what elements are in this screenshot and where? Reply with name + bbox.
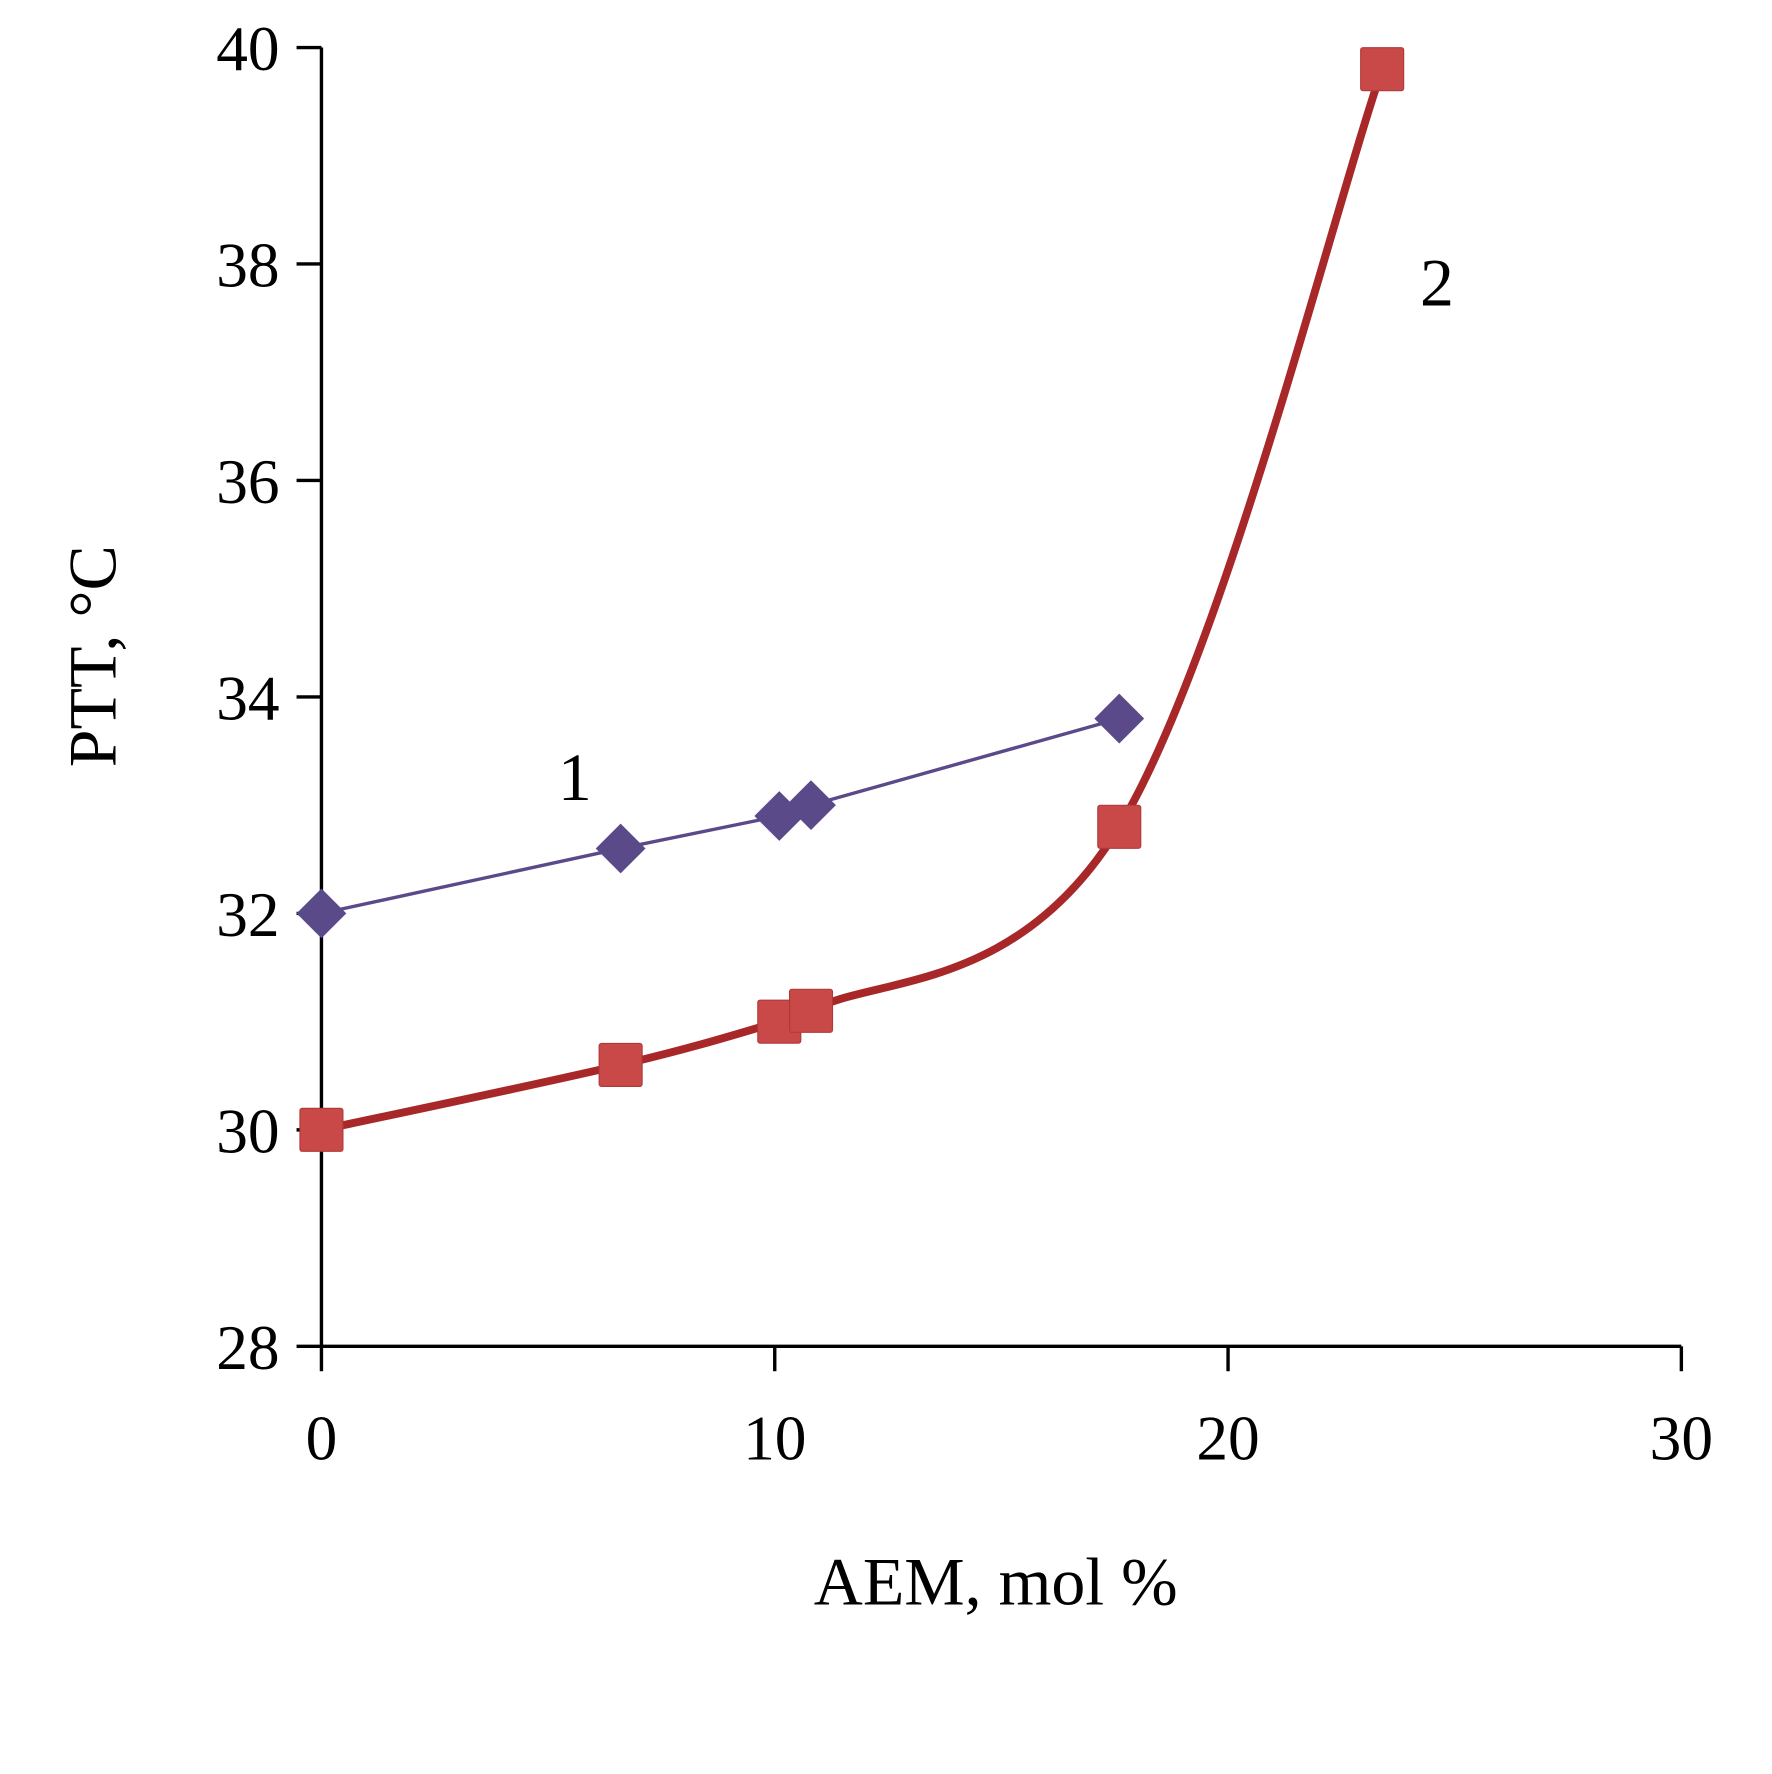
y-tick-label: 30 [216, 1096, 279, 1166]
x-tick-label: 10 [743, 1403, 806, 1473]
y-tick-label: 38 [216, 231, 279, 301]
series-label-1: 1 [558, 740, 592, 815]
series-label-2: 2 [1420, 245, 1454, 320]
x-tick-label: 20 [1196, 1403, 1259, 1473]
x-axis-label: AEM, mol % [814, 1544, 1178, 1619]
axes: 28 30 32 34 36 38 40 0 10 20 30 [216, 14, 1713, 1473]
y-tick-label: 34 [216, 664, 279, 734]
data-point-square [1360, 47, 1405, 92]
data-point-square [299, 1107, 344, 1152]
series-1 [296, 693, 1145, 939]
series-layer [296, 47, 1405, 1152]
data-point-square [788, 988, 834, 1033]
x-tick-label: 0 [306, 1403, 338, 1473]
data-point-diamond [786, 780, 836, 831]
y-tick-label: 32 [216, 880, 279, 950]
x-tick-label: 30 [1650, 1403, 1713, 1473]
series-line-1 [321, 716, 1120, 916]
data-point-diamond [296, 888, 347, 939]
series-line-2 [320, 67, 1386, 1134]
data-point-diamond [595, 823, 646, 874]
series-2 [299, 47, 1405, 1152]
data-point-square [598, 1042, 643, 1087]
y-tick-label: 36 [216, 447, 279, 517]
y-tick-label: 40 [216, 14, 279, 84]
y-tick-label: 28 [216, 1313, 279, 1383]
y-axis-label: PTT, °C [56, 545, 131, 767]
data-point-square [1097, 804, 1142, 849]
data-point-diamond [1094, 693, 1145, 744]
